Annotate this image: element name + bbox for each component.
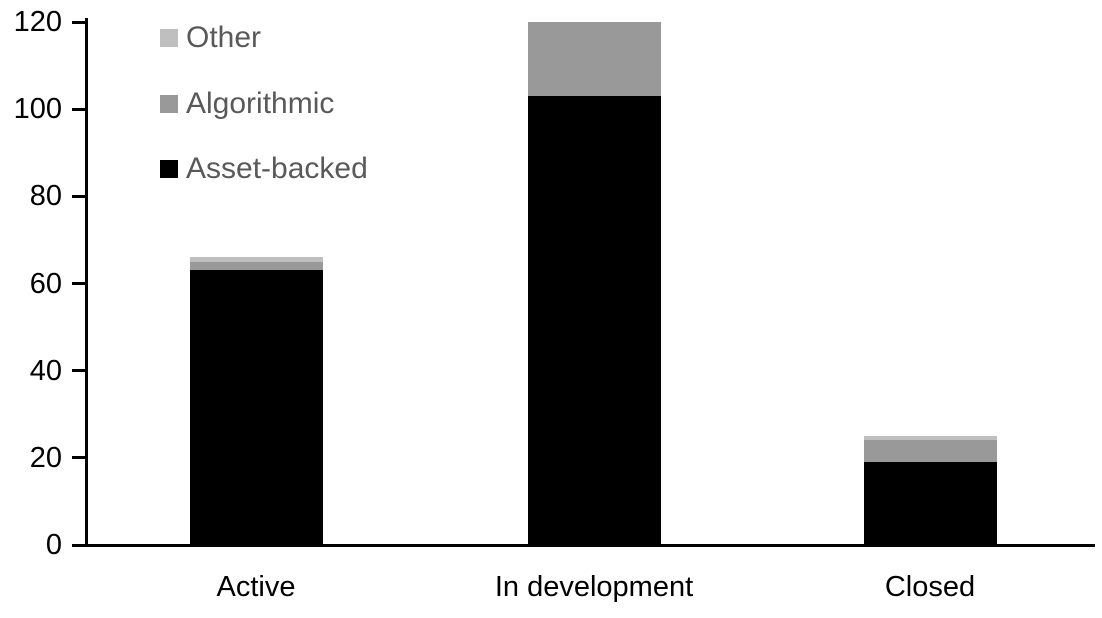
y-tick-label-0: 0 <box>45 529 62 561</box>
legend-label-asset-backed: Asset-backed <box>186 152 368 185</box>
bar-segment-active-other <box>189 257 323 262</box>
bar-segment-active-asset-backed <box>189 270 323 545</box>
y-tick-mark-20 <box>72 456 85 460</box>
y-tick-label-100: 100 <box>13 93 62 126</box>
bar-segment-in-development-algorithmic <box>527 22 661 97</box>
legend-swatch-algorithmic <box>160 94 178 113</box>
x-category-label-active: Active <box>216 571 296 603</box>
y-tick-mark-120 <box>72 20 85 24</box>
legend-item-asset-backed: Asset-backed <box>160 151 368 187</box>
legend-label-other: Other <box>186 21 262 54</box>
y-axis-line <box>85 18 88 547</box>
y-tick-label-80: 80 <box>29 180 62 213</box>
y-tick-label-120: 120 <box>13 6 62 38</box>
bar-segment-closed-asset-backed <box>863 462 997 545</box>
y-tick-mark-100 <box>72 107 85 111</box>
x-category-label-closed: Closed <box>884 571 976 603</box>
bar-segment-closed-algorithmic <box>863 440 997 463</box>
bar-segment-in-development-asset-backed <box>527 96 661 545</box>
y-tick-label-20: 20 <box>29 441 62 474</box>
bar-segment-active-algorithmic <box>189 261 323 271</box>
bar-segment-closed-other <box>863 436 997 441</box>
legend-label-algorithmic: Algorithmic <box>186 86 335 120</box>
y-tick-label-40: 40 <box>29 354 62 387</box>
x-category-label-in-development: In development <box>494 571 694 603</box>
y-tick-mark-40 <box>72 369 85 373</box>
y-tick-mark-60 <box>72 282 85 285</box>
legend-item-algorithmic: Algorithmic <box>160 86 334 122</box>
x-axis-line <box>85 544 1095 547</box>
legend-swatch-other <box>160 29 178 47</box>
y-tick-label-60: 60 <box>29 267 62 300</box>
legend-swatch-asset-backed <box>160 160 178 178</box>
legend-item-other: Other <box>160 20 261 56</box>
y-tick-mark-80 <box>72 194 85 198</box>
y-tick-mark-0 <box>72 543 85 547</box>
